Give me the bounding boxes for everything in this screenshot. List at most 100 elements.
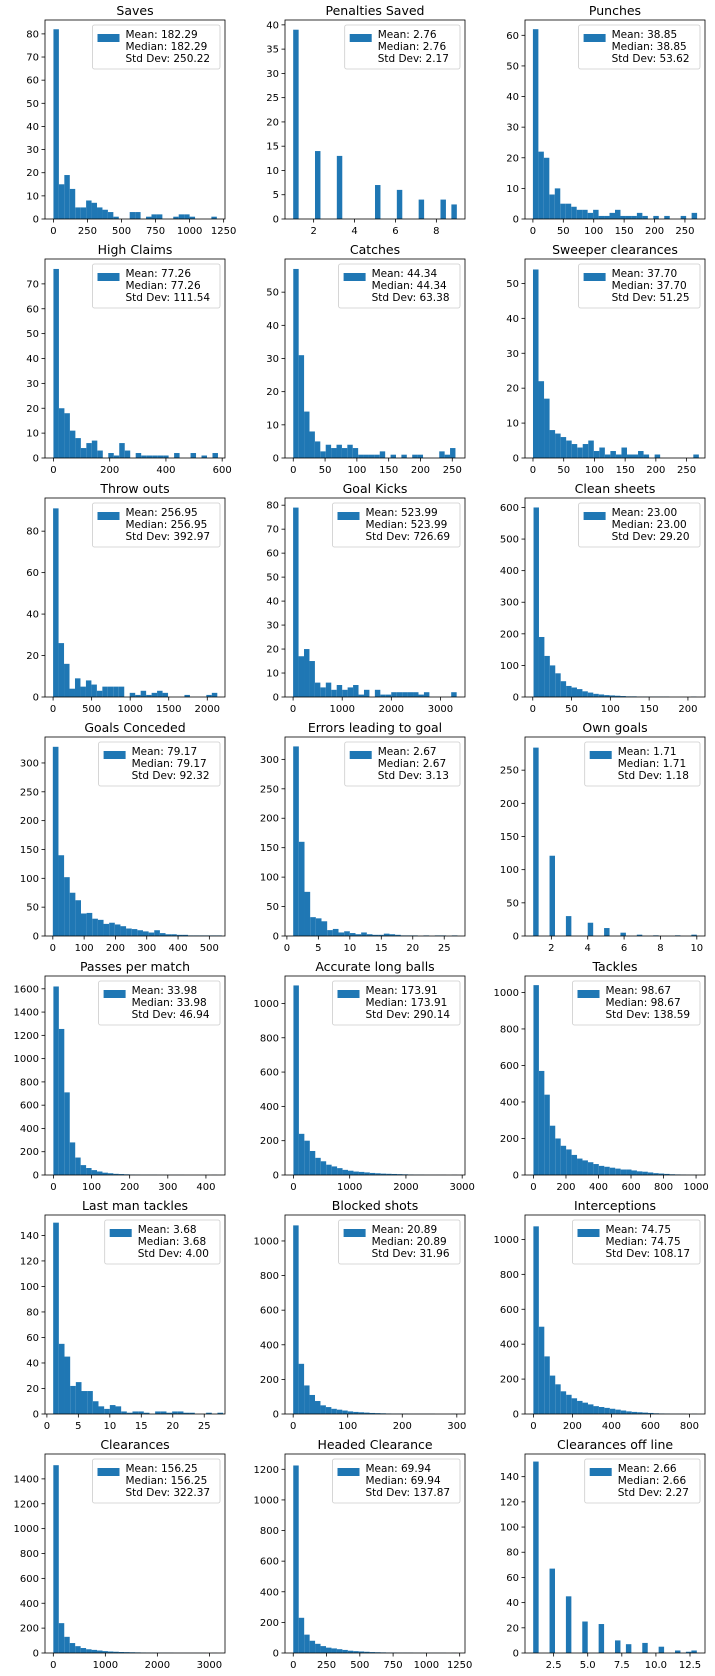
histogram-bar — [369, 1412, 375, 1414]
histogram-bar — [615, 695, 621, 697]
histogram-panel: 0 1000 2000 3000 0 10 20 30 40 50 60 70 80 Goal Kicks… — [266, 481, 466, 715]
histogram-bar — [352, 448, 359, 458]
y-tick-label: 250 — [260, 784, 279, 795]
histogram-bar — [163, 455, 169, 458]
histogram-bar — [126, 1412, 133, 1414]
histogram-bar — [549, 430, 556, 458]
histogram-bar — [320, 687, 326, 697]
histogram-bar — [565, 203, 572, 219]
histogram-bar — [184, 694, 190, 697]
histogram-bar — [604, 928, 610, 936]
histogram-bar — [407, 692, 414, 697]
legend-entry: Mean: 23.00 — [612, 507, 678, 519]
histogram-bar — [58, 1343, 65, 1414]
y-tick-label: 1000 — [254, 1495, 279, 1506]
axes-frame — [524, 1453, 706, 1654]
histogram-bar — [135, 212, 141, 219]
y-tick-label: 600 — [260, 1557, 279, 1568]
histogram-bar — [571, 687, 577, 697]
histogram-bar — [544, 655, 550, 697]
y-tick-label: 200 — [260, 814, 279, 825]
legend-entry: Median: 38.85 — [612, 41, 687, 53]
legend-entry: Median: 33.98 — [132, 997, 207, 1009]
y-tick-label: 0 — [513, 932, 519, 943]
histogram-bar — [64, 1092, 70, 1175]
histogram-bar — [554, 188, 561, 219]
histogram-bar — [391, 1173, 398, 1175]
histogram-bar — [69, 430, 76, 458]
histogram-panel: 0 200 400 600 800 1000 0 200 400 600 800 1000 Tackle… — [494, 959, 709, 1193]
y-tick-label: 30 — [26, 379, 39, 390]
x-tick-label: 0 — [50, 465, 56, 476]
histogram-bar — [643, 454, 650, 458]
histogram-bar — [599, 447, 605, 458]
legend-entry: Median: 256.95 — [126, 519, 208, 531]
x-tick-label: 4 — [585, 943, 591, 954]
histogram-bar — [135, 453, 142, 458]
x-tick-label: 2000 — [195, 704, 220, 715]
histogram-bar — [533, 747, 539, 936]
x-tick-label: 3000 — [428, 704, 453, 715]
legend-entry: Std Dev: 4.00 — [138, 1248, 209, 1260]
histogram-bar — [120, 926, 127, 936]
y-tick-label: 600 — [500, 503, 519, 514]
histogram-bar — [582, 1402, 588, 1414]
legend-entry: Mean: 1.71 — [618, 746, 677, 758]
histogram-bar — [53, 1222, 59, 1414]
histogram-bar — [293, 746, 299, 936]
legend-entry: Mean: 2.66 — [618, 1463, 677, 1475]
legend-entry: Mean: 256.95 — [126, 507, 198, 519]
histogram-bar — [549, 1375, 556, 1414]
x-tick-label: 1000 — [683, 1182, 708, 1193]
histogram-bar — [309, 431, 315, 458]
y-tick-label: 100 — [20, 874, 39, 885]
histogram-bar — [151, 692, 158, 697]
histogram-bar — [565, 1596, 572, 1653]
x-tick-label: 600 — [213, 465, 232, 476]
x-tick-label: 2.5 — [546, 1660, 562, 1671]
x-tick-label: 50 — [319, 465, 332, 476]
axes-frame — [284, 497, 466, 698]
histogram-panel: 0 500 1000 1500 2000 0 20 40 60 80 Throw outs Mean:… — [26, 481, 226, 715]
y-tick-label: 40 — [266, 321, 279, 332]
legend-entry: Median: 77.26 — [126, 280, 201, 292]
histogram-bar — [91, 1170, 98, 1175]
histogram-bar — [631, 1411, 638, 1414]
y-tick-label: 30 — [506, 349, 519, 360]
y-tick-label: 40 — [26, 354, 39, 365]
y-tick-label: 80 — [26, 527, 39, 538]
x-tick-label: 0 — [530, 1182, 536, 1193]
x-tick-label: 0 — [290, 1421, 296, 1432]
x-tick-label: 1000 — [117, 704, 142, 715]
y-tick-label: 1600 — [14, 984, 39, 995]
histogram-bar — [298, 355, 305, 458]
histogram-bar — [337, 1168, 343, 1175]
x-tick-label: 2 — [310, 226, 316, 237]
histogram-bar — [86, 200, 92, 219]
histogram-bar — [118, 1652, 125, 1653]
axes-frame — [284, 1214, 466, 1415]
y-tick-label: 1200 — [254, 1465, 279, 1476]
histogram-bar — [631, 1170, 637, 1175]
histogram-bar — [348, 1170, 354, 1175]
y-tick-label: 400 — [500, 566, 519, 577]
y-tick-label: 0 — [513, 693, 519, 704]
histogram-bar — [544, 1356, 550, 1414]
legend-swatch — [103, 990, 126, 998]
y-tick-label: 70 — [266, 525, 279, 536]
legend-swatch — [343, 1229, 366, 1237]
y-tick-label: 40 — [266, 20, 279, 31]
histogram-bar — [97, 450, 103, 458]
histogram-bar — [609, 212, 615, 219]
chart-title: Clean sheets — [575, 481, 656, 496]
histogram-panel: 0 5 10 15 20 25 0 20 40 60 80 100 120 140 Last man tac… — [20, 1198, 226, 1432]
histogram-bar — [364, 1651, 370, 1653]
histogram-bar — [212, 453, 218, 458]
histogram-bar — [146, 216, 152, 219]
histogram-bar — [129, 692, 136, 697]
histogram-bar — [654, 454, 661, 458]
y-tick-label: 150 — [20, 845, 39, 856]
histogram-bar — [320, 1646, 327, 1653]
histogram-bar — [587, 1162, 594, 1175]
